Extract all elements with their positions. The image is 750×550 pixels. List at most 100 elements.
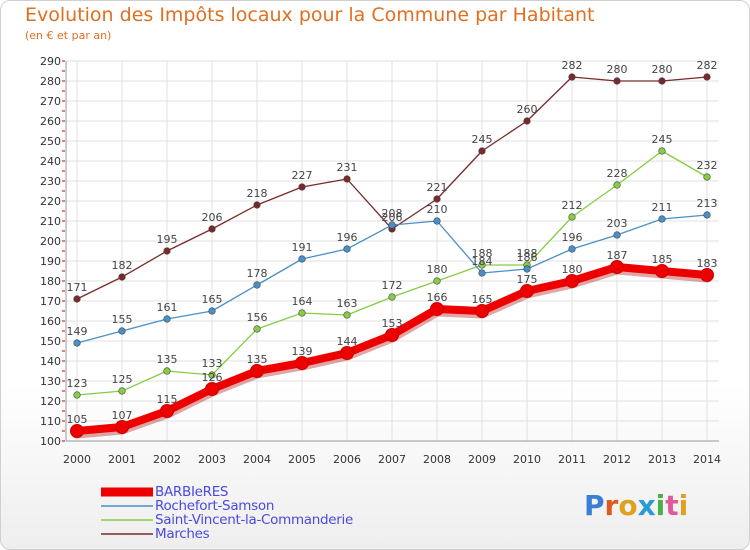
- data-point: [388, 221, 396, 229]
- data-label: 156: [247, 311, 268, 324]
- data-label: 280: [607, 63, 628, 76]
- data-label: 135: [157, 353, 178, 366]
- data-point: [73, 339, 81, 347]
- x-tick-label: 2012: [603, 453, 631, 466]
- y-tick-label: 200: [40, 235, 61, 248]
- legend-label: Saint-Vincent-la-Commanderie: [155, 512, 354, 528]
- data-point: [700, 268, 714, 282]
- data-label: 126: [202, 371, 223, 384]
- data-point: [73, 295, 81, 303]
- data-label: 206: [382, 211, 403, 224]
- data-label: 180: [427, 263, 448, 276]
- data-point: [115, 420, 129, 434]
- data-point: [385, 328, 399, 342]
- data-label: 185: [652, 253, 673, 266]
- data-point: [523, 117, 531, 125]
- data-label: 282: [562, 59, 583, 72]
- data-point: [433, 195, 441, 203]
- data-point: [610, 260, 624, 274]
- y-tick-label: 180: [40, 275, 61, 288]
- data-point: [208, 307, 216, 315]
- data-label: 133: [202, 357, 223, 370]
- data-point: [253, 201, 261, 209]
- y-tick-label: 240: [40, 155, 61, 168]
- legend-item: Rochefort-Samson: [101, 499, 351, 513]
- data-point: [613, 181, 621, 189]
- data-point: [433, 277, 441, 285]
- data-label: 210: [427, 203, 448, 216]
- data-point: [118, 273, 126, 281]
- x-tick-label: 2006: [333, 453, 361, 466]
- chart-title: Evolution des Impôts locaux pour la Comm…: [25, 4, 595, 26]
- data-label: 213: [697, 197, 718, 210]
- data-label: 155: [112, 313, 133, 326]
- y-tick-label: 170: [40, 295, 61, 308]
- data-label: 188: [517, 247, 538, 260]
- data-label: 115: [157, 393, 178, 406]
- data-label: 183: [697, 257, 718, 270]
- data-point: [520, 284, 534, 298]
- logo-letter: x: [637, 489, 656, 522]
- data-point: [658, 77, 666, 85]
- x-tick-label: 2005: [288, 453, 316, 466]
- data-label: 180: [562, 263, 583, 276]
- y-tick-label: 120: [40, 395, 61, 408]
- data-point: [250, 364, 264, 378]
- legend-label: Marches: [155, 526, 210, 542]
- data-label: 282: [697, 59, 718, 72]
- data-point: [118, 387, 126, 395]
- data-label: 245: [652, 133, 673, 146]
- proxiti-logo: Proxiti: [584, 489, 688, 522]
- data-label: 187: [607, 249, 628, 262]
- y-tick-label: 290: [40, 55, 61, 68]
- data-point: [478, 261, 486, 269]
- data-point: [205, 382, 219, 396]
- x-tick-label: 2003: [198, 453, 226, 466]
- data-point: [568, 213, 576, 221]
- data-point: [298, 255, 306, 263]
- x-tick-label: 2013: [648, 453, 676, 466]
- data-label: 123: [67, 377, 88, 390]
- data-point: [70, 424, 84, 438]
- data-point: [475, 304, 489, 318]
- data-label: 208: [382, 207, 403, 220]
- data-point: [295, 356, 309, 370]
- logo-letter: i: [655, 489, 666, 522]
- data-point: [658, 215, 666, 223]
- data-label: 212: [562, 199, 583, 212]
- data-point: [163, 367, 171, 375]
- x-tick-label: 2002: [153, 453, 181, 466]
- logo-letter: P: [584, 489, 605, 522]
- data-label: 166: [427, 291, 448, 304]
- legend-swatch: [101, 533, 153, 535]
- data-point: [613, 231, 621, 239]
- y-tick-label: 190: [40, 255, 61, 268]
- data-label: 211: [652, 201, 673, 214]
- data-label: 228: [607, 167, 628, 180]
- x-tick-label: 2008: [423, 453, 451, 466]
- data-label: 191: [292, 241, 313, 254]
- data-point: [478, 147, 486, 155]
- chart-subtitle: (en € et par an): [25, 29, 112, 42]
- data-label: 182: [112, 259, 133, 272]
- data-point: [208, 225, 216, 233]
- data-label: 163: [337, 297, 358, 310]
- data-point: [658, 147, 666, 155]
- data-point: [565, 274, 579, 288]
- data-label: 184: [472, 255, 493, 268]
- data-point: [523, 265, 531, 273]
- x-tick-label: 2009: [468, 453, 496, 466]
- logo-letter: r: [604, 489, 619, 522]
- data-point: [430, 302, 444, 316]
- data-label: 218: [247, 187, 268, 200]
- data-label: 172: [382, 279, 403, 292]
- data-label: 165: [202, 293, 223, 306]
- y-tick-label: 220: [40, 195, 61, 208]
- y-tick-label: 110: [40, 415, 61, 428]
- data-point: [163, 315, 171, 323]
- data-label: 206: [202, 211, 223, 224]
- data-label: 227: [292, 169, 313, 182]
- data-label: 231: [337, 161, 358, 174]
